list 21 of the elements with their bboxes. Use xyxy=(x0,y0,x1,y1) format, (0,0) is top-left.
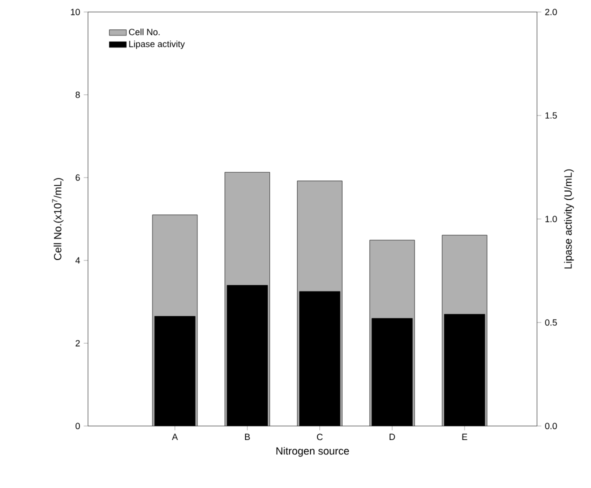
y2-tick-label: 1.0 xyxy=(545,216,557,222)
x-tick-label: C xyxy=(316,434,323,440)
y-tick-label: 0 xyxy=(76,422,80,430)
y2-axis-title: Lipase activity (U/mL) xyxy=(564,169,574,268)
y2-tick-label: 1.5 xyxy=(545,112,557,119)
y-tick-label: 2 xyxy=(76,340,80,346)
y-tick-label: 8 xyxy=(76,92,80,98)
y2-tick-label: 0.0 xyxy=(545,422,557,430)
y-tick-label: 6 xyxy=(76,174,80,181)
legend-label: Lipase activity xyxy=(129,40,185,49)
legend-label: Cell No. xyxy=(129,28,160,36)
x-tick-label: B xyxy=(245,434,250,440)
y-tick-label: 10 xyxy=(70,8,80,16)
y2-tick-label: 2.0 xyxy=(545,8,557,16)
x-tick-label: E xyxy=(462,434,468,440)
x-tick-label: D xyxy=(390,434,395,440)
y-tick-label: 4 xyxy=(75,257,80,264)
y-axis-title: Cell No.(x10$^{7}$/mL) xyxy=(52,178,64,260)
x-tick-label: A xyxy=(172,434,178,440)
y2-tick-label: 0.5 xyxy=(545,319,557,326)
x-axis-title: Nitrogen source xyxy=(276,446,349,457)
